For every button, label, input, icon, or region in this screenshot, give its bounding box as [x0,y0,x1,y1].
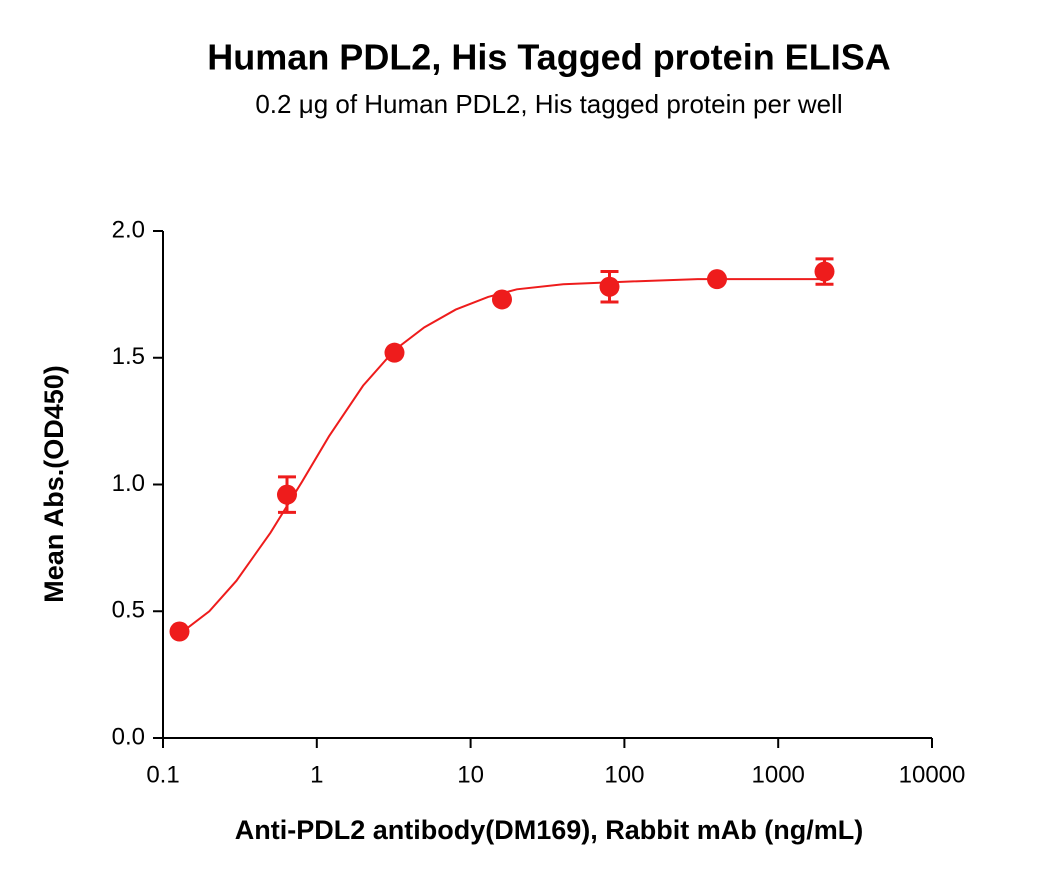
x-tick-label: 100 [604,761,644,788]
data-point [169,621,190,642]
data-point [491,289,512,310]
x-tick-label: 1 [310,761,323,788]
fit-curve [178,278,825,635]
x-tick-label: 10 [457,761,484,788]
data-point [276,484,297,505]
data-point [706,269,727,290]
x-tick-label: 10000 [899,761,966,788]
data-point [384,342,405,363]
x-tick-label: 1000 [752,761,805,788]
x-axis-label: Anti-PDL2 antibody(DM169), Rabbit mAb (n… [235,815,863,845]
chart-title: Human PDL2, His Tagged protein ELISA [207,37,890,78]
y-tick-label: 0.0 [112,723,145,750]
x-tick-label: 0.1 [146,761,179,788]
y-tick-label: 2.0 [112,216,145,243]
chart-subtitle: 0.2 μg of Human PDL2, His tagged protein… [255,89,842,119]
y-axis-label: Mean Abs.(OD450) [39,365,69,603]
y-tick-label: 0.5 [112,597,145,624]
data-point [814,261,835,282]
y-tick-label: 1.5 [112,343,145,370]
data-point [599,276,620,297]
y-tick-label: 1.0 [112,470,145,497]
